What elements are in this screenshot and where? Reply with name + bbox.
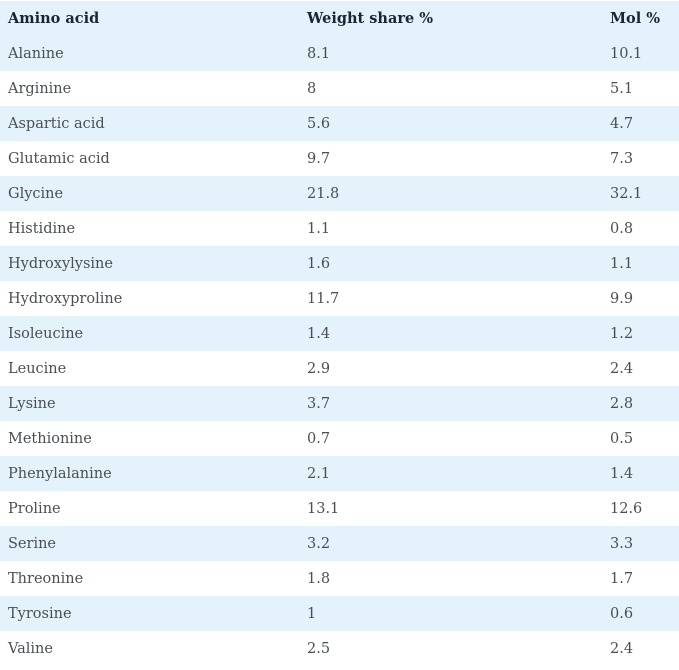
table-row: Tyrosine 1 0.6 — [0, 596, 679, 631]
weight-share-cell: 2.1 — [307, 465, 331, 482]
weight-share-cell: 9.7 — [307, 150, 331, 167]
table-header-row: Amino acid Weight share % Mol % — [0, 1, 679, 36]
table-row: Hydroxyproline 11.7 9.9 — [0, 281, 679, 316]
amino-acid-cell: Tyrosine — [8, 605, 72, 622]
weight-share-cell: 3.7 — [307, 395, 331, 412]
amino-acid-cell: Phenylalanine — [8, 465, 112, 482]
table-row: Leucine 2.9 2.4 — [0, 351, 679, 386]
amino-acid-cell: Serine — [8, 535, 57, 552]
weight-share-cell: 3.2 — [307, 535, 331, 552]
weight-share-cell: 1.1 — [307, 220, 331, 237]
mol-cell: 10.1 — [610, 45, 643, 62]
amino-acid-cell: Threonine — [8, 570, 84, 587]
mol-cell: 2.4 — [610, 360, 634, 377]
mol-cell: 0.8 — [610, 220, 634, 237]
weight-share-cell: 11.7 — [307, 290, 340, 307]
table-row: Serine 3.2 3.3 — [0, 526, 679, 561]
header-amino-acid: Amino acid — [8, 10, 100, 27]
header-weight-share: Weight share % — [307, 10, 434, 27]
weight-share-cell: 8 — [307, 80, 317, 97]
amino-acid-cell: Glycine — [8, 185, 64, 202]
mol-cell: 12.6 — [610, 500, 643, 517]
mol-cell: 7.3 — [610, 150, 634, 167]
amino-acid-cell: Hydroxylysine — [8, 255, 113, 272]
weight-share-cell: 2.5 — [307, 640, 331, 657]
amino-acid-cell: Glutamic acid — [8, 150, 110, 167]
amino-acid-cell: Proline — [8, 500, 61, 517]
amino-acid-cell: Valine — [8, 640, 53, 657]
weight-share-cell: 5.6 — [307, 115, 331, 132]
weight-share-cell: 21.8 — [307, 185, 340, 202]
amino-acid-cell: Isoleucine — [8, 325, 84, 342]
table-row: Aspartic acid 5.6 4.7 — [0, 106, 679, 141]
mol-cell: 0.6 — [610, 605, 634, 622]
header-mol: Mol % — [610, 10, 661, 27]
mol-cell: 9.9 — [610, 290, 634, 307]
mol-cell: 0.5 — [610, 430, 634, 447]
amino-acid-cell: Lysine — [8, 395, 56, 412]
table-row: Threonine 1.8 1.7 — [0, 561, 679, 596]
table-row: Alanine 8.1 10.1 — [0, 36, 679, 71]
mol-cell: 1.7 — [610, 570, 634, 587]
mol-cell: 2.4 — [610, 640, 634, 657]
amino-acid-cell: Methionine — [8, 430, 92, 447]
table-row: Phenylalanine 2.1 1.4 — [0, 456, 679, 491]
weight-share-cell: 13.1 — [307, 500, 340, 517]
amino-acid-cell: Arginine — [8, 80, 72, 97]
amino-acid-cell: Leucine — [8, 360, 67, 377]
mol-cell: 1.4 — [610, 465, 634, 482]
mol-cell: 32.1 — [610, 185, 643, 202]
weight-share-cell: 1.6 — [307, 255, 331, 272]
table-row: Proline 13.1 12.6 — [0, 491, 679, 526]
mol-cell: 4.7 — [610, 115, 634, 132]
weight-share-cell: 1 — [307, 605, 317, 622]
weight-share-cell: 1.8 — [307, 570, 331, 587]
mol-cell: 1.2 — [610, 325, 634, 342]
amino-acid-cell: Histidine — [8, 220, 76, 237]
table-row: Histidine 1.1 0.8 — [0, 211, 679, 246]
amino-acid-cell: Hydroxyproline — [8, 290, 123, 307]
table-row: Valine 2.5 2.4 — [0, 631, 679, 666]
weight-share-cell: 8.1 — [307, 45, 331, 62]
weight-share-cell: 0.7 — [307, 430, 331, 447]
table-row: Isoleucine 1.4 1.2 — [0, 316, 679, 351]
mol-cell: 5.1 — [610, 80, 634, 97]
amino-acid-cell: Alanine — [8, 45, 64, 62]
mol-cell: 2.8 — [610, 395, 634, 412]
weight-share-cell: 1.4 — [307, 325, 331, 342]
table-row: Arginine 8 5.1 — [0, 71, 679, 106]
table-row: Glutamic acid 9.7 7.3 — [0, 141, 679, 176]
table-row: Hydroxylysine 1.6 1.1 — [0, 246, 679, 281]
weight-share-cell: 2.9 — [307, 360, 331, 377]
amino-acid-cell: Aspartic acid — [8, 115, 105, 132]
table-row: Lysine 3.7 2.8 — [0, 386, 679, 421]
mol-cell: 3.3 — [610, 535, 634, 552]
table-row: Methionine 0.7 0.5 — [0, 421, 679, 456]
mol-cell: 1.1 — [610, 255, 634, 272]
table-row: Glycine 21.8 32.1 — [0, 176, 679, 211]
